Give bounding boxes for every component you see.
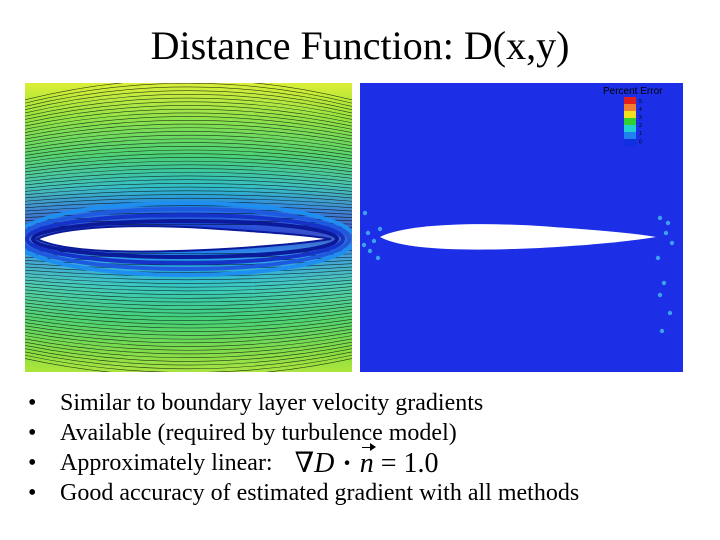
bullet-dot: •	[28, 420, 37, 446]
legend-swatch	[624, 132, 636, 139]
bullet-text: Available (required by turbulence model)	[60, 420, 457, 446]
bullet-text: Similar to boundary layer velocity gradi…	[60, 390, 484, 416]
percent-error-plot: Percent Error 5 4 3 2 1 0	[360, 83, 683, 372]
legend-title: Percent Error	[603, 86, 663, 97]
bullet-item: • Good accuracy of estimated gradient wi…	[28, 478, 718, 508]
gradient-equation: ∇D · n = 1.0	[295, 449, 439, 479]
legend-swatch	[624, 118, 636, 125]
slide-title: Distance Function: D(x,y)	[150, 23, 570, 68]
normal-vector: n	[359, 448, 374, 480]
bullet-dot: •	[28, 390, 37, 416]
legend-swatch	[624, 97, 636, 104]
error-legend: 5 4 3 2 1 0	[624, 97, 642, 146]
bullet-dot: •	[28, 450, 37, 476]
equation-rhs: = 1.0	[380, 448, 439, 480]
legend-level-label: 3	[639, 115, 642, 121]
bullet-text: Approximately linear:	[60, 450, 273, 476]
legend-level-label: 0	[639, 139, 642, 145]
bullet-list: • Similar to boundary layer velocity gra…	[28, 388, 718, 508]
airfoil-shape	[34, 225, 332, 253]
legend-swatch	[624, 111, 636, 118]
legend-level-label: 2	[639, 123, 642, 129]
equation-d: D	[314, 448, 335, 480]
dot-operator: ·	[342, 448, 352, 480]
legend-level-label: 4	[639, 107, 642, 113]
nabla-symbol: ∇	[294, 448, 315, 480]
legend-level-label: 1	[639, 131, 642, 137]
bullet-item: • Approximately linear: ∇D · n = 1.0	[28, 448, 718, 479]
airfoil-shape	[380, 224, 656, 250]
legend-level-label: 5	[639, 99, 642, 105]
bullet-item: • Available (required by turbulence mode…	[28, 418, 718, 448]
legend-swatch	[624, 104, 636, 111]
bullet-text: Good accuracy of estimated gradient with…	[60, 480, 580, 506]
distance-function-contour-plot	[25, 83, 352, 372]
bullet-item: • Similar to boundary layer velocity gra…	[28, 388, 718, 418]
legend-swatch	[624, 125, 636, 132]
bullet-dot: •	[28, 480, 37, 506]
legend-swatch	[624, 139, 636, 146]
